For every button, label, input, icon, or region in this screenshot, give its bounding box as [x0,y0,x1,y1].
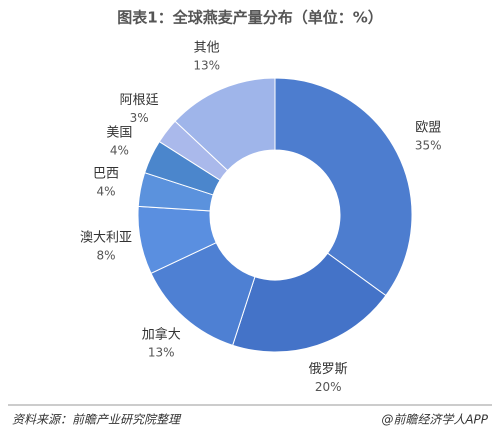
slice-value: 3% [130,111,149,125]
slice-label: 巴西 [93,166,119,181]
slice-value: 8% [97,249,116,263]
donut-slice [174,77,276,172]
donut-slice [232,252,387,353]
slice-value: 13% [193,59,220,73]
slice-label: 其他 [194,41,220,56]
credit: @前瞻经济学人APP [381,413,488,427]
slice-label: 加拿大 [142,327,181,343]
slice-value: 20% [315,380,342,394]
slice-label: 俄罗斯 [309,362,348,377]
chart-title: 图表1：全球燕麦产量分布（单位：%） [117,9,382,27]
donut-slice [274,77,413,297]
slice-value: 35% [415,138,442,152]
slice-label: 阿根廷 [120,93,159,108]
source-note: 资料来源：前瞻产业研究院整理 [12,413,182,427]
slice-value: 4% [97,184,116,198]
slice-label: 美国 [106,125,132,140]
slice-label: 欧盟 [415,120,441,135]
slice-label: 澳大利亚 [80,230,132,246]
slice-value: 13% [148,346,175,360]
slice-value: 4% [110,143,129,157]
